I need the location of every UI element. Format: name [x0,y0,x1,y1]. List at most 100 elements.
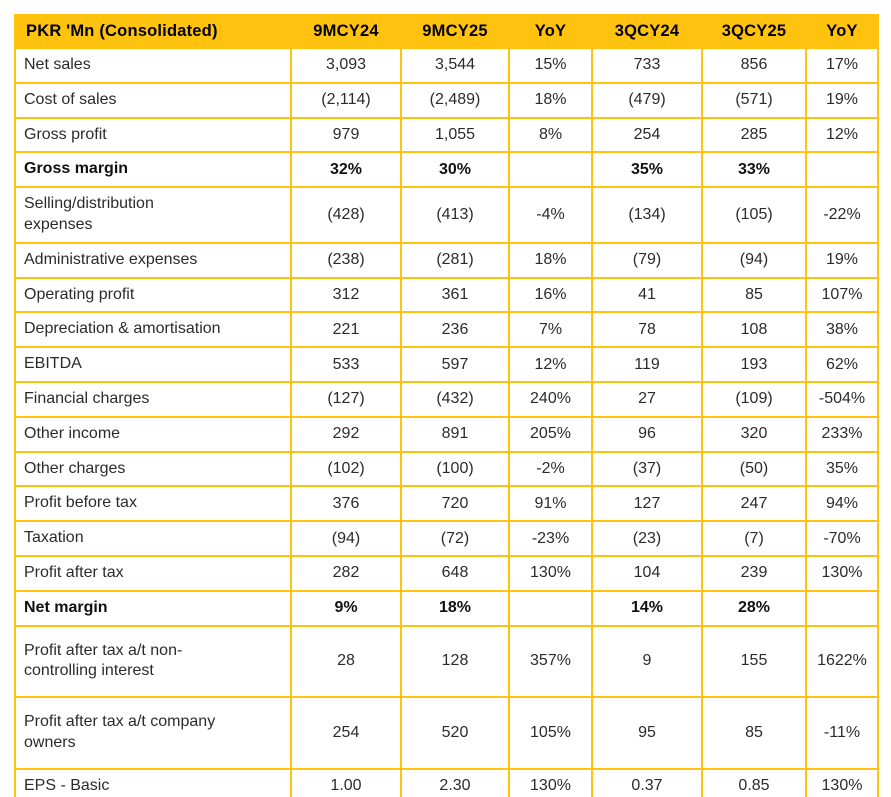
value-cell: 221 [290,311,402,349]
value-cell: 128 [400,624,510,699]
value-cell: 33% [701,151,807,189]
value-cell: 38% [805,311,879,349]
row-label: Profit after tax [14,554,292,592]
value-cell: (479) [591,81,703,119]
value-cell: 95 [591,696,703,770]
value-cell: 239 [701,554,807,592]
value-cell: 8% [508,116,593,154]
value-cell: -4% [508,186,593,244]
value-cell: 127 [591,485,703,523]
value-cell: 104 [591,554,703,592]
value-cell: 520 [400,696,510,770]
value-cell [805,151,879,189]
table-row: Gross profit 979 1,055 8% 254 285 12% [14,116,879,154]
value-cell: 0.37 [591,767,703,797]
table-row: Other income 292 891 205% 96 320 233% [14,415,879,453]
value-cell: -22% [805,186,879,244]
value-cell: 91% [508,485,593,523]
value-cell [508,151,593,189]
table-row: Depreciation & amortisation 221 236 7% 78 108… [14,311,879,349]
table-row: Gross margin 32% 30% 35% 33% [14,151,879,189]
row-label: Depreciation & amortisation [14,311,292,349]
value-cell: 28% [701,589,807,627]
value-cell: -23% [508,520,593,557]
table-row: Other charges (102) (100) -2% (37) (50) 35% [14,450,879,488]
table-row: Net sales 3,093 3,544 15% 733 856 17% [14,47,879,84]
value-cell: 254 [591,116,703,154]
column-header-9mcy25: 9MCY25 [400,14,510,49]
table-row: Cost of sales (2,114) (2,489) 18% (479) (571)… [14,81,879,119]
value-cell: 9% [290,589,402,627]
value-cell: 648 [400,554,510,592]
value-cell: 18% [508,81,593,119]
value-cell: (72) [400,520,510,557]
table-row: EBITDA 533 597 12% 119 193 62% [14,346,879,383]
table-row: Financial charges (127) (432) 240% 27 (109) -5… [14,380,879,418]
row-label: EBITDA [14,346,292,383]
value-cell: 30% [400,151,510,189]
value-cell: 856 [701,47,807,84]
value-cell: 979 [290,116,402,154]
value-cell: 130% [508,554,593,592]
value-cell: 2.30 [400,767,510,797]
value-cell: 85 [701,696,807,770]
value-cell: (102) [290,450,402,488]
value-cell: 35% [591,151,703,189]
value-cell: 240% [508,380,593,418]
value-cell: (238) [290,241,402,279]
table-row: Net margin 9% 18% 14% 28% [14,589,879,627]
value-cell: (79) [591,241,703,279]
value-cell: 891 [400,415,510,453]
value-cell: 233% [805,415,879,453]
value-cell: 18% [508,241,593,279]
table-row: Profit after tax a/t company owners 254 52… [14,696,879,770]
value-cell: 247 [701,485,807,523]
value-cell: 361 [400,276,510,314]
column-header-3qcy24: 3QCY24 [591,14,703,49]
table-row: Profit before tax 376 720 91% 127 247 94% [14,485,879,523]
value-cell: 3,093 [290,47,402,84]
value-cell [508,589,593,627]
value-cell: 7% [508,311,593,349]
value-cell: (571) [701,81,807,119]
value-cell: 15% [508,47,593,84]
value-cell: 35% [805,450,879,488]
row-label: Financial charges [14,380,292,418]
value-cell: 107% [805,276,879,314]
value-cell: (50) [701,450,807,488]
value-cell: 32% [290,151,402,189]
value-cell: (432) [400,380,510,418]
row-label: Gross margin [14,151,292,189]
value-cell: 312 [290,276,402,314]
header-row: PKR 'Mn (Consolidated) 9MCY24 9MCY25 YoY… [14,14,879,49]
column-header-yoy-9m: YoY [508,14,593,49]
row-label: EPS - Basic [14,767,292,797]
table-row: Administrative expenses (238) (281) 18% (79)… [14,241,879,279]
value-cell: 17% [805,47,879,84]
value-cell: 193 [701,346,807,383]
value-cell: (94) [290,520,402,557]
row-label: Other income [14,415,292,453]
value-cell: (281) [400,241,510,279]
row-label: Gross profit [14,116,292,154]
value-cell: 108 [701,311,807,349]
value-cell: 28 [290,624,402,699]
value-cell: 41 [591,276,703,314]
value-cell: 1622% [805,624,879,699]
row-label: Selling/distribution expenses [14,186,292,244]
value-cell: 282 [290,554,402,592]
row-label: Cost of sales [14,81,292,119]
row-label: Other charges [14,450,292,488]
value-cell: 357% [508,624,593,699]
column-header-9mcy24: 9MCY24 [290,14,402,49]
value-cell: 62% [805,346,879,383]
value-cell: 12% [805,116,879,154]
value-cell: 12% [508,346,593,383]
value-cell: 119 [591,346,703,383]
value-cell: (127) [290,380,402,418]
row-label: Taxation [14,520,292,557]
table-body: Net sales 3,093 3,544 15% 733 856 17% Cost of s… [14,47,879,797]
value-cell: 85 [701,276,807,314]
value-cell: 96 [591,415,703,453]
